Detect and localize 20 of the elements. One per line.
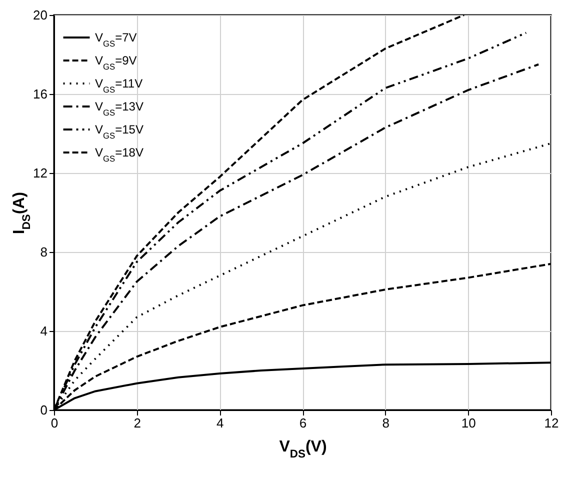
x-tick-label: 4 — [216, 416, 224, 430]
legend-label: V$_{GS}$=7V — [95, 30, 137, 48]
x-tick-label: 8 — [382, 416, 390, 430]
x-tick-label: 12 — [544, 416, 559, 430]
y-tick-label: 20 — [33, 8, 48, 22]
x-axis-title: V$_{DS}$(V) — [279, 438, 327, 460]
y-tick-label: 12 — [33, 166, 48, 180]
y-tick-label: 0 — [40, 402, 48, 418]
y-tick-label: 8 — [40, 244, 48, 260]
legend-label: V$_{GS}$=18V — [95, 146, 144, 164]
x-tick-label: 2 — [134, 416, 141, 430]
x-tick-label: 6 — [299, 416, 307, 430]
legend-label: V$_{GS}$=15V — [95, 122, 144, 140]
y-tick-label: 16 — [33, 86, 48, 102]
legend-label: V$_{GS}$=9V — [95, 54, 137, 72]
y-tick-label: 4 — [40, 324, 48, 338]
x-tick-label: 0 — [50, 416, 58, 430]
legend-label: V$_{GS}$=13V — [95, 100, 144, 118]
x-tick-label: 10 — [461, 416, 476, 430]
legend-label: V$_{GS}$=11V — [95, 76, 143, 94]
